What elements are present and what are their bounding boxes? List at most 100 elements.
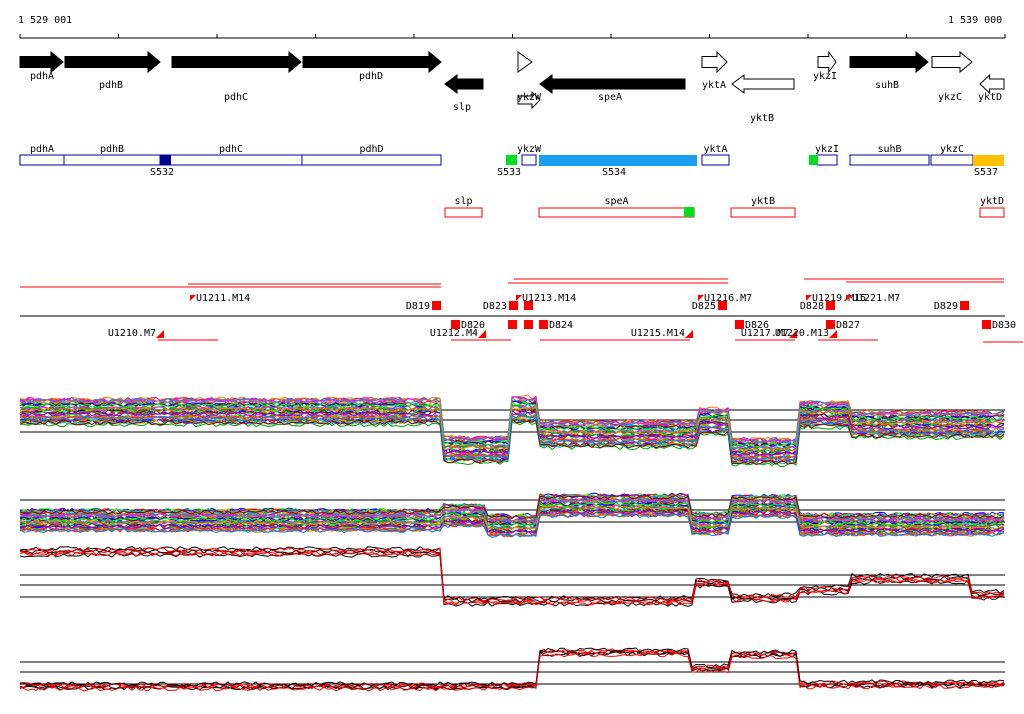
gene-arrow-pdhC [171,50,302,74]
gene-arrow-yktB [731,74,795,94]
segment-box-pdhC [159,154,303,166]
panel-2-profile-line [19,498,1005,524]
feature-block-S534 [539,155,697,166]
expression-profile-panels [19,394,1005,692]
gene-arrow-yktA [701,50,728,74]
gene-arrow-yktD [979,73,1005,95]
panel-2-profile-line [19,508,1005,534]
tu-label-lower: U1215.M14 [631,328,685,339]
d-label-lower: D826 [745,320,769,331]
segment-label-ykzC: ykzC [940,144,964,155]
segment-box-slp [444,207,483,218]
d-marker-upper [826,301,835,310]
tu-end-marker [156,330,164,338]
panel-1-profile-line [19,397,1005,444]
segment-label-pdhD: pdhD [359,144,383,155]
gene-label-pdhA: pdhA [30,71,54,82]
segment-label-ykzI: ykzI [815,144,839,155]
panel-3-profile-line [19,552,1005,607]
feature-block-green-3 [684,207,694,217]
tu-end-marker [685,330,693,338]
d-marker-extra [524,301,533,310]
segment-track: pdhA pdhB pdhC pdhD ykzW yktA ykzI suhB ykzC S532… [19,144,1005,218]
panel-4-profile-line [19,647,1005,687]
panel-2-profile-line [19,505,1005,531]
segment-label-slp: slp [454,196,472,207]
gene-label-yktB: yktB [750,113,774,124]
tu-label-upper: U1219.M15 [812,293,866,304]
d-label-upper: D828 [800,301,824,312]
gene-arrow-slp [444,74,484,94]
d-marker-lower [735,320,744,329]
tu-end-marker [829,330,837,338]
d-label-lower: D820 [461,320,485,331]
segment-label-ykzW: ykzW [517,144,542,155]
segment-box-yktD [979,207,1005,218]
tu-start-marker [698,295,704,301]
coord-end-label: 1 539 000 [948,15,1002,26]
panel-3-profile-line [19,547,1005,602]
d-marker-lower [982,320,991,329]
segment-label-yktA: yktA [703,144,727,155]
segment-label-pdhA: pdhA [30,144,54,155]
panel-3-profile-line [19,548,1005,603]
gene-label-pdhC: pdhC [224,92,248,103]
segment-box-pdhB [63,154,161,166]
feature-block-green-2 [809,155,818,165]
d-label-upper: D825 [692,301,716,312]
feature-block-S532 [160,155,171,165]
tu-end-marker [789,330,797,338]
segment-id-S533: S533 [497,167,521,178]
panel-2-profile-line [19,513,1005,538]
tu-label-lower: U1210.M7 [108,328,156,339]
panel-3-profile-line [19,550,1005,605]
d-label-upper: D823 [483,301,507,312]
gene-label-ykzI: ykzI [813,71,837,82]
panel-3-profile-line [19,546,1005,601]
gene-arrow-ykzI [817,50,837,74]
d-label-lower: D830 [992,320,1016,331]
segment-label-suhB: suhB [877,144,901,155]
gene-arrow-ykzC [931,50,973,74]
gene-arrow-suhB [849,50,929,74]
segment-label-pdhB: pdhB [100,144,124,155]
segment-box-yktA [701,154,730,166]
transcription-unit-track: U1211.M14 U1213.M14 U1216.M7 U1219.M15U1221… [20,278,1023,343]
gene-label-ykzW: ykzW [517,92,542,103]
d-marker-lower [826,320,835,329]
panel-2-profile-line [19,501,1005,527]
segment-label-yktB: yktB [751,196,775,207]
d-marker-upper [960,301,969,310]
gene-label-ykzC: ykzC [938,92,962,103]
tu-label-lower: U1217.M7 [741,328,789,339]
feature-block-S533 [506,155,517,165]
segment-label-pdhC: pdhC [219,144,243,155]
gene-arrow-pdhD [302,50,442,74]
gene-label-pdhB: pdhB [99,80,123,91]
d-label-upper: D829 [934,301,958,312]
tu-label-upper: U1213.M14 [522,293,576,304]
gene-annotation-track: pdhA pdhB pdhC pdhD ykzW yktA ykzI suhB ykzC slp s… [19,50,1005,124]
segment-box-yktB [730,207,796,218]
segment-label-speA: speA [604,196,628,207]
gene-label-suhB: suhB [875,80,899,91]
tu-label-lower: U1212.M4 [430,328,478,339]
d-marker-extra [524,320,533,329]
tu-label-upper: U1221.M7 [852,293,900,304]
tu-label-upper: U1211.M14 [196,293,250,304]
segment-box-pdhD [301,154,442,166]
feature-block-S537 [973,155,1004,166]
segment-box-suhB [849,154,930,166]
gene-arrow-speA [539,74,686,94]
gene-label-yktA: yktA [702,80,726,91]
tu-label-upper: U1216.M7 [704,293,752,304]
gene-arrow-pdhA [19,50,64,74]
tu-label-lower: U1220.M13 [775,328,829,339]
tu-end-marker [478,330,486,338]
gene-arrow-pdhB [64,50,161,74]
segment-box-ykzC [930,154,974,166]
d-marker-lower [539,320,548,329]
panel-1-profile-line [19,413,1005,461]
tu-start-marker [190,295,196,301]
gene-label-speA: speA [598,92,622,103]
